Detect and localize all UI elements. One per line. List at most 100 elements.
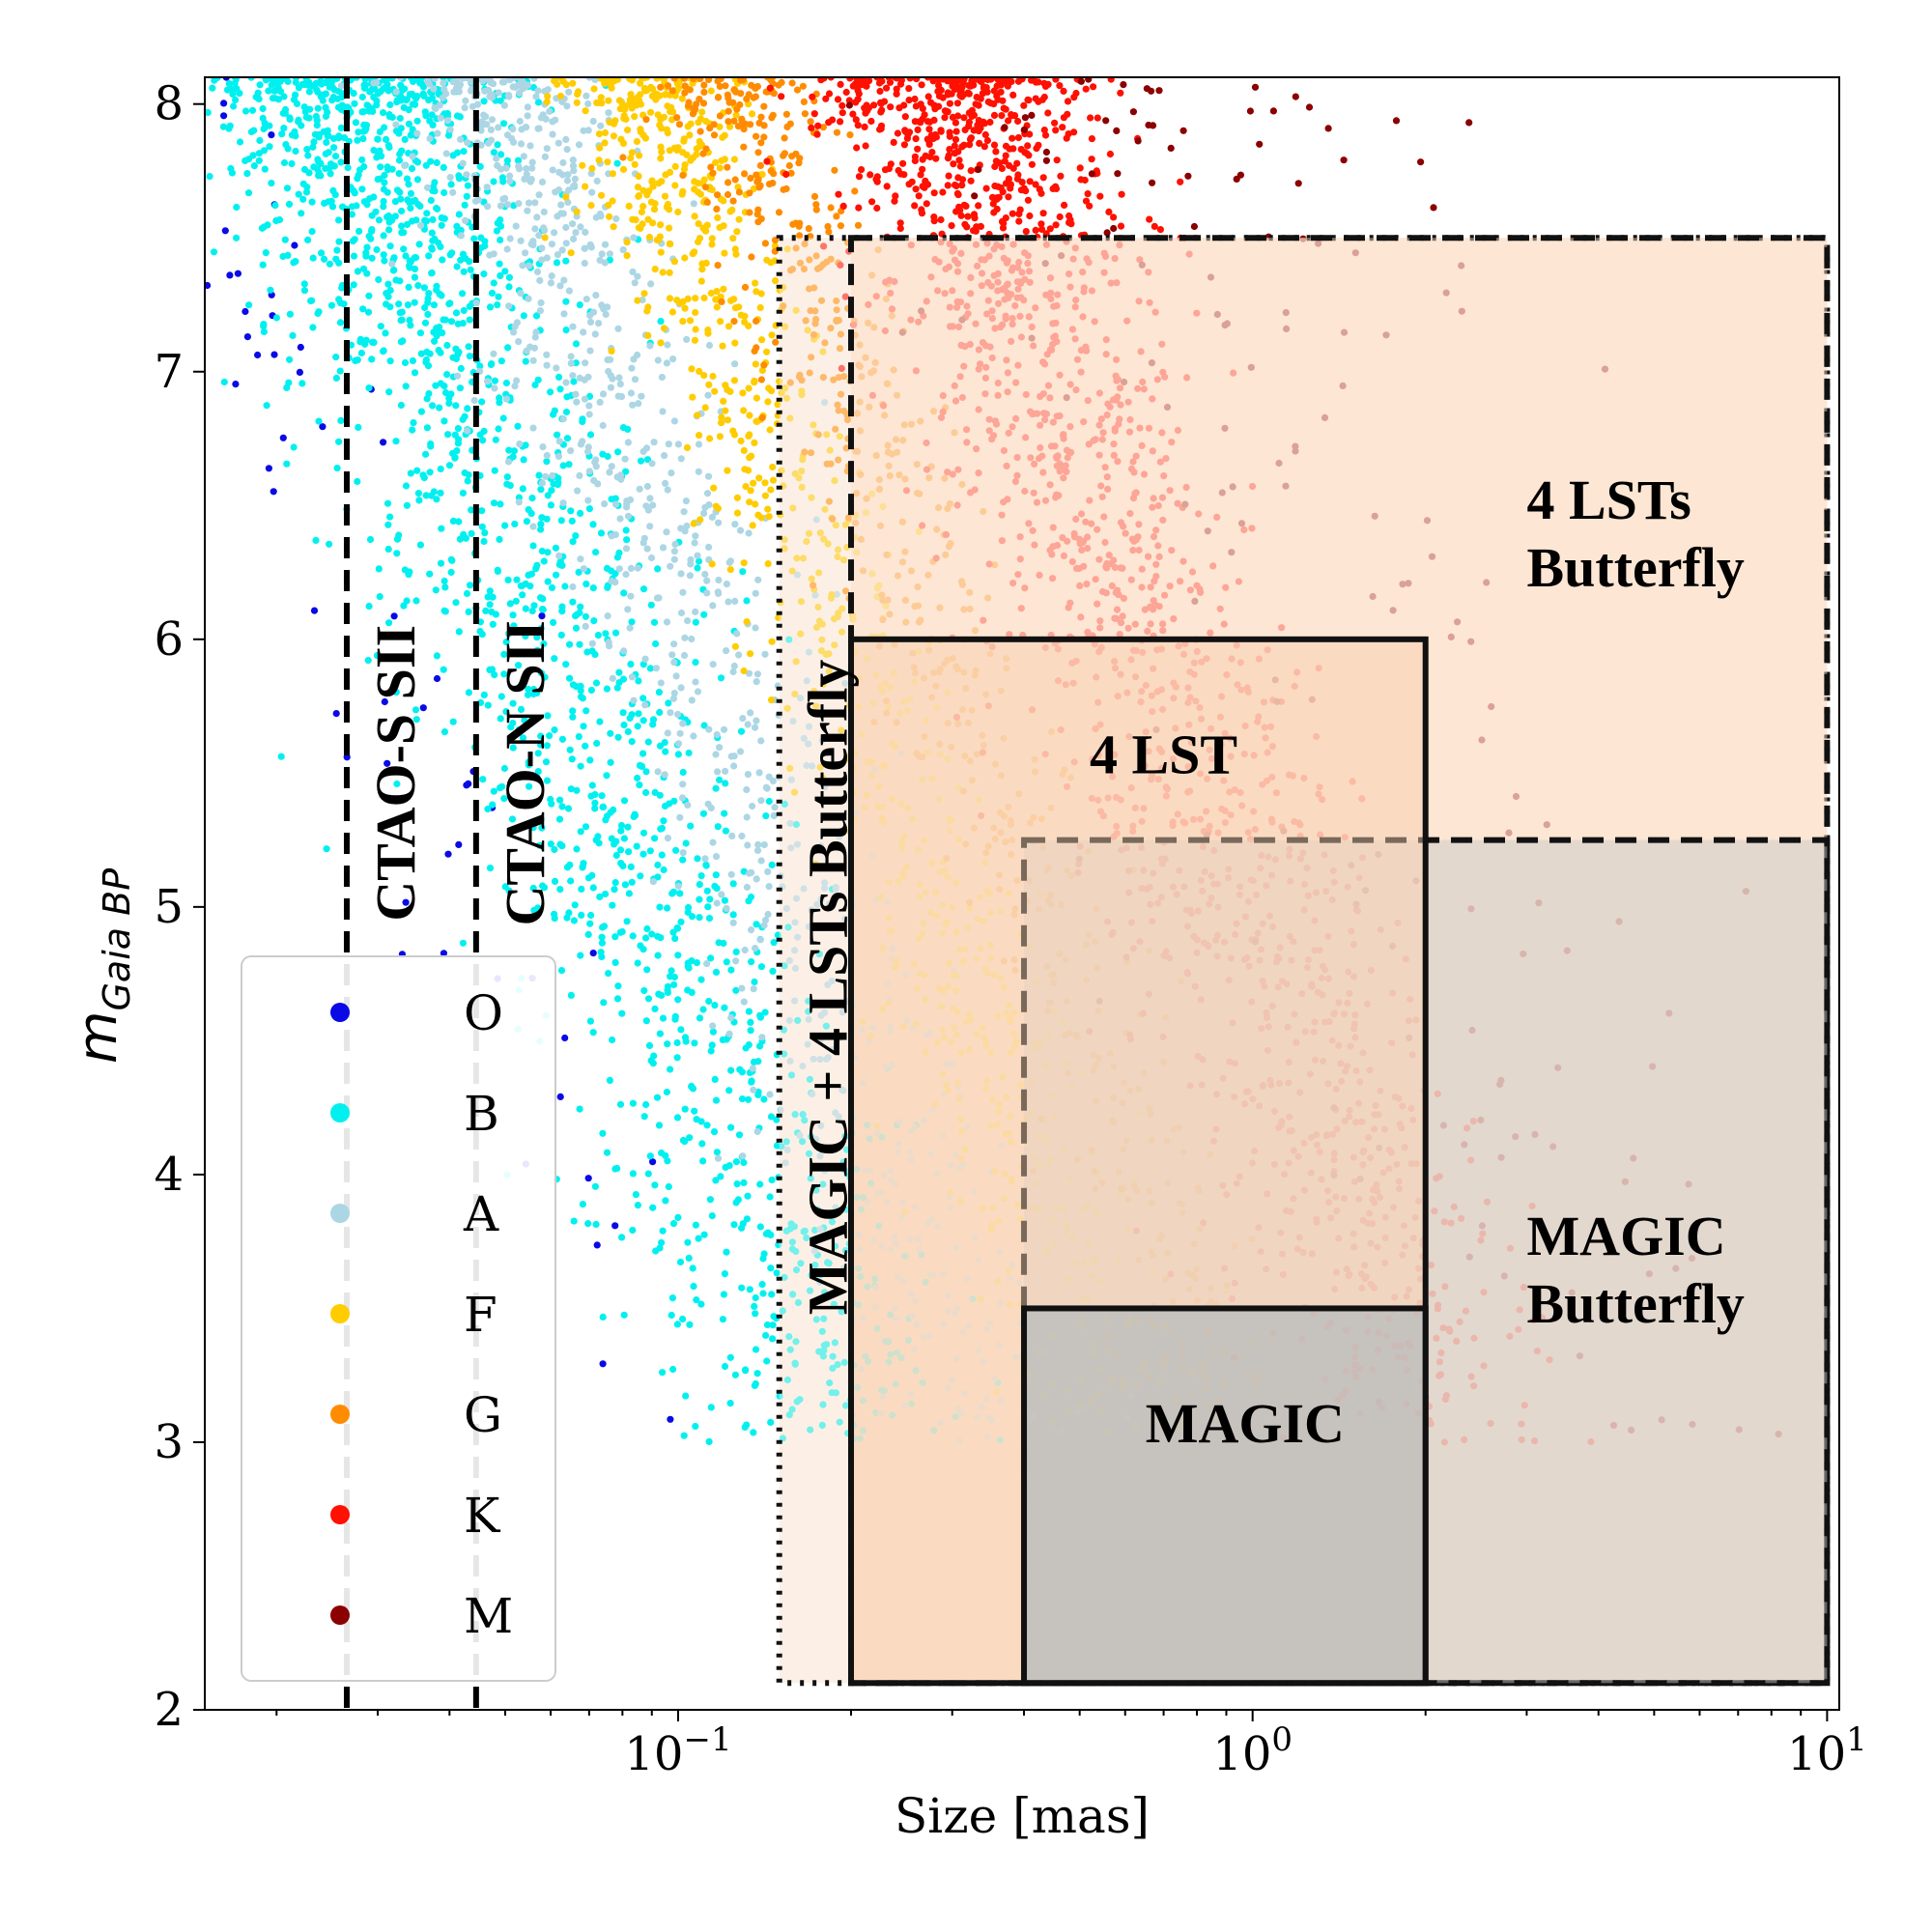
point-b	[492, 436, 499, 443]
point-a	[730, 753, 738, 760]
series-a	[337, 77, 1135, 1444]
point-b	[580, 860, 587, 867]
point-a	[733, 630, 741, 638]
point-f	[706, 435, 714, 442]
point-b	[667, 1065, 674, 1073]
point-f	[927, 909, 935, 917]
point-a	[796, 695, 805, 702]
point-a	[437, 114, 444, 122]
point-f	[543, 99, 551, 106]
point-b	[392, 128, 401, 135]
point-b	[463, 192, 470, 200]
point-b	[384, 213, 391, 221]
point-a	[624, 512, 633, 520]
point-a	[971, 1234, 979, 1241]
point-b	[787, 1071, 796, 1079]
point-b	[592, 1220, 600, 1229]
point-b	[832, 1242, 839, 1250]
point-b	[634, 959, 641, 967]
point-a	[877, 1242, 886, 1250]
point-a	[635, 400, 642, 408]
point-b	[582, 581, 590, 588]
point-b	[807, 1175, 814, 1182]
point-a	[750, 1086, 757, 1094]
point-b	[406, 316, 413, 324]
point-a	[871, 1303, 879, 1311]
point-f	[1071, 1260, 1079, 1267]
point-f	[948, 1038, 955, 1046]
point-a	[771, 804, 779, 811]
point-f	[824, 540, 832, 548]
point-b	[577, 828, 584, 836]
point-b	[433, 496, 440, 503]
point-a	[907, 1291, 915, 1298]
point-a	[670, 555, 678, 563]
point-b	[497, 151, 505, 158]
point-f	[954, 836, 963, 843]
point-b	[292, 147, 299, 156]
point-b	[481, 529, 489, 537]
point-f	[987, 1122, 995, 1130]
point-b	[893, 1349, 901, 1356]
point-b	[464, 182, 471, 189]
point-f	[922, 717, 930, 724]
point-f	[803, 538, 810, 546]
point-b	[582, 742, 589, 750]
point-b	[529, 884, 537, 893]
point-b	[489, 801, 497, 809]
point-a	[982, 1325, 991, 1333]
point-g	[724, 190, 732, 199]
point-b	[464, 405, 471, 412]
point-f	[1041, 1246, 1049, 1254]
point-f	[1025, 943, 1034, 951]
point-a	[889, 1062, 896, 1069]
point-b	[280, 93, 288, 100]
point-b	[555, 815, 564, 823]
point-f	[973, 1031, 980, 1038]
point-b	[315, 308, 323, 316]
point-f	[746, 431, 753, 439]
point-a	[1127, 1392, 1135, 1400]
point-f	[999, 1073, 1007, 1081]
point-b	[452, 402, 460, 410]
point-b	[225, 79, 233, 88]
point-a	[963, 1123, 972, 1131]
point-a	[506, 235, 514, 242]
point-b	[756, 1223, 764, 1231]
point-a	[543, 254, 551, 262]
point-b	[219, 123, 227, 130]
point-f	[696, 432, 703, 440]
point-f	[869, 699, 877, 707]
point-a	[457, 232, 465, 240]
point-b	[620, 721, 628, 729]
point-f	[879, 688, 887, 696]
point-f	[838, 726, 845, 734]
point-b	[631, 810, 639, 818]
point-f	[959, 957, 968, 965]
point-a	[563, 146, 571, 154]
point-a	[921, 1117, 928, 1124]
point-b	[509, 699, 517, 707]
point-a	[887, 1167, 895, 1175]
point-b	[440, 417, 448, 425]
point-b	[363, 243, 371, 251]
point-a	[973, 1413, 981, 1421]
point-a	[730, 762, 738, 770]
point-a	[841, 915, 849, 923]
point-f	[987, 954, 995, 962]
point-f	[768, 638, 776, 645]
point-b	[427, 157, 435, 165]
point-a	[626, 624, 634, 632]
point-b	[386, 100, 394, 109]
point-b	[437, 559, 445, 567]
point-b	[530, 602, 538, 610]
point-b	[534, 750, 542, 757]
point-b	[815, 951, 823, 958]
point-f	[786, 414, 794, 422]
point-b	[505, 446, 513, 454]
point-b	[681, 1105, 689, 1113]
point-k	[905, 97, 913, 104]
point-a	[810, 845, 819, 853]
point-f	[822, 650, 830, 659]
point-b	[668, 1311, 675, 1320]
